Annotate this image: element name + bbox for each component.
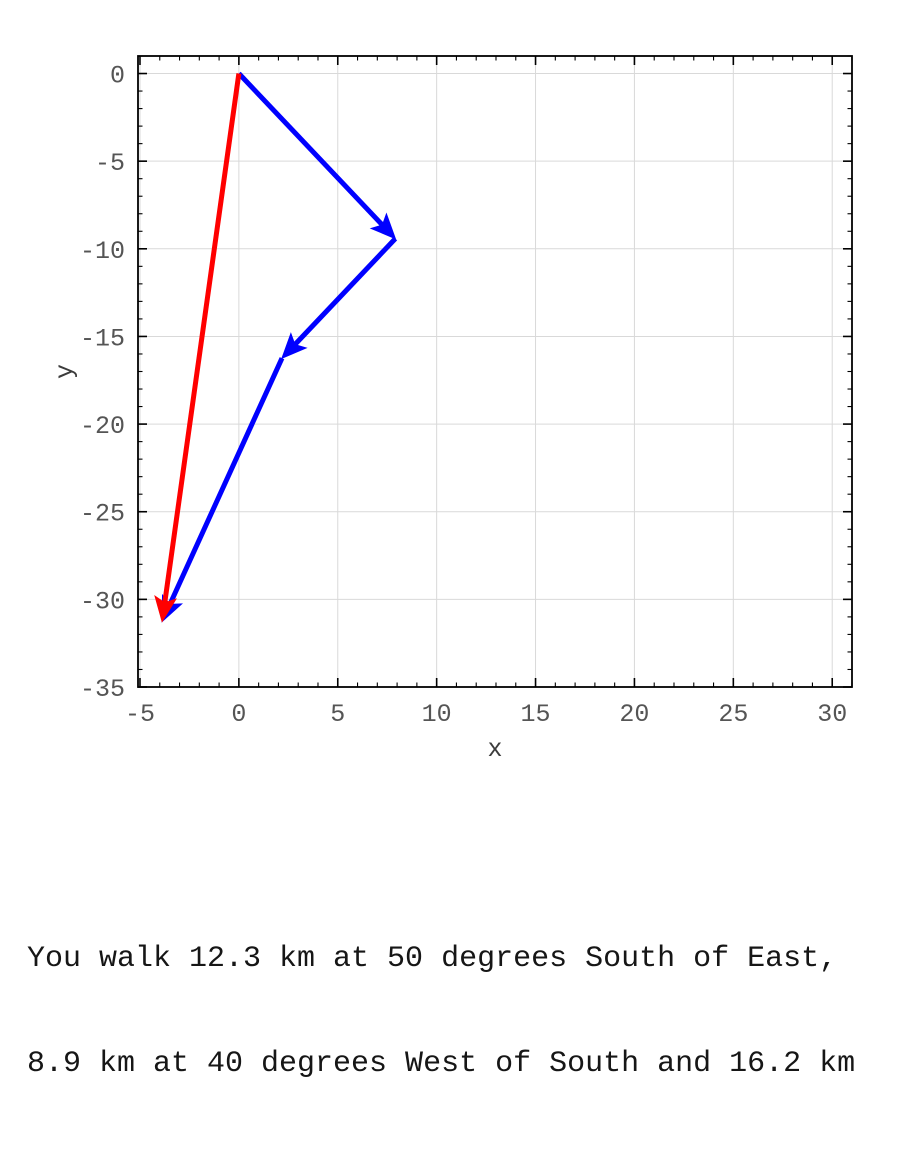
x-tick-label: 20 <box>619 700 649 729</box>
vector-arrowhead-leg-1-blue <box>369 212 397 240</box>
x-tick-label: 15 <box>521 700 551 729</box>
vector-leg-2-blue <box>290 236 398 349</box>
x-tick-label: 30 <box>817 700 847 729</box>
problem-line-1: You walk 12.3 km at 50 degrees South of … <box>27 942 838 976</box>
vector-arrowhead-resultant-red <box>154 595 178 623</box>
vector-plot-canvas: -5 0 5 10 15 20 25 30 0 -5 -10 -15 -20 -25 -30 -35 x y <box>51 55 853 764</box>
vector-plot-figure: -5 0 5 10 15 20 25 30 0 -5 -10 -15 -20 -25 -30 -35 x y <box>51 55 853 764</box>
plot-border <box>137 55 853 688</box>
vector-resultant-red <box>161 73 242 607</box>
x-tick-label: 5 <box>330 700 345 729</box>
x-tick-label: 0 <box>231 700 246 729</box>
y-tick-label: -35 <box>80 675 125 704</box>
vector-arrowhead-leg-2-blue <box>281 332 308 360</box>
y-tick-label: -30 <box>80 587 125 616</box>
y-tick-label: -25 <box>80 500 125 529</box>
problem-line-2: 8.9 km at 40 degrees West of South and 1… <box>27 1047 856 1081</box>
x-tick-label: 25 <box>718 700 748 729</box>
x-tick-label: 10 <box>422 700 452 729</box>
y-tick-label: 0 <box>110 62 125 91</box>
y-tick-label: -10 <box>80 237 125 266</box>
y-tick-label: -15 <box>80 324 125 353</box>
x-axis-label: x <box>487 735 502 764</box>
x-tick-label: -5 <box>125 700 155 729</box>
y-axis-label: y <box>51 364 80 379</box>
vector-leg-1-blue <box>237 71 387 230</box>
vector-leg-3-blue <box>166 357 285 609</box>
y-tick-label: -20 <box>80 412 125 441</box>
problem-text: You walk 12.3 km at 50 degrees South of … <box>27 872 891 1149</box>
y-tick-label: -5 <box>95 149 125 178</box>
